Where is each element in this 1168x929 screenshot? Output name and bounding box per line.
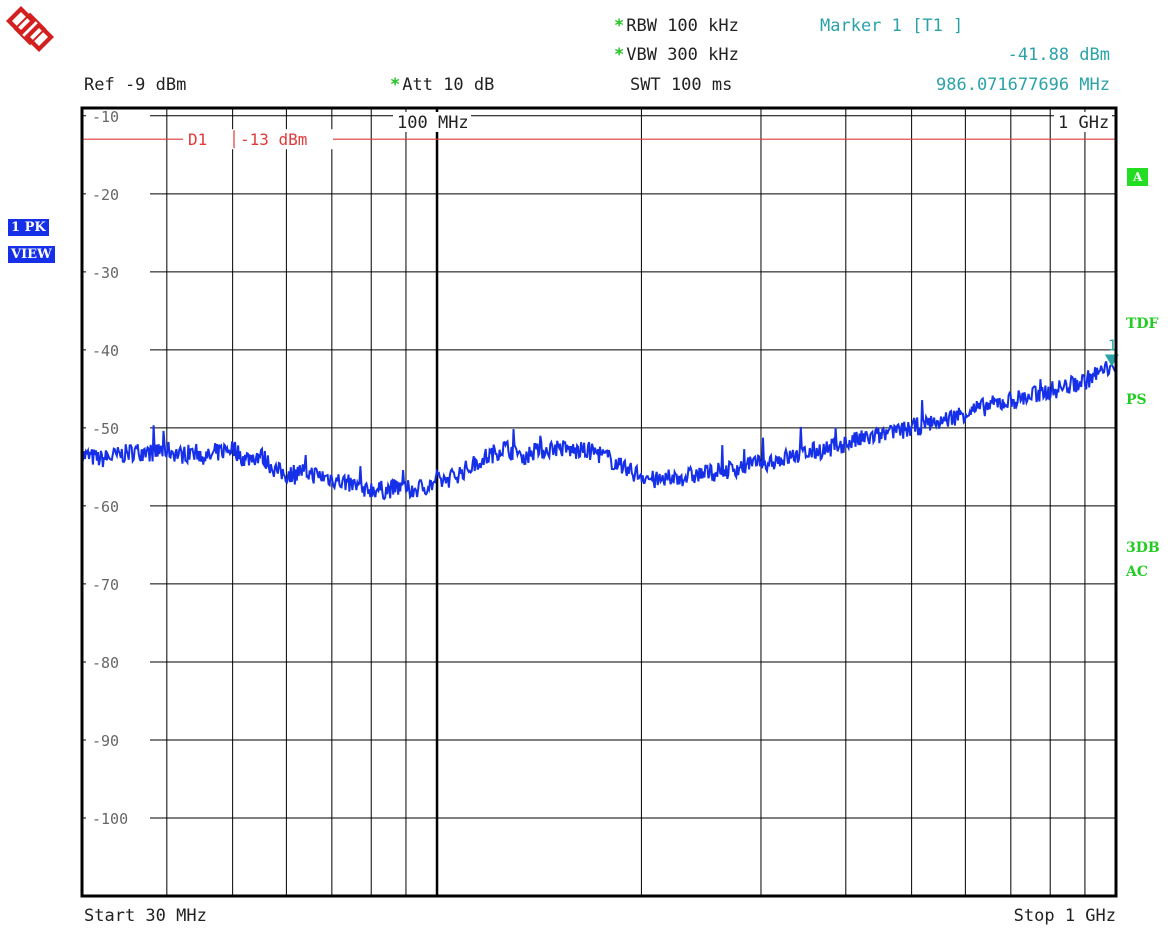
y-tick-label-bg [86, 263, 150, 280]
att-readout: * Att 10 dB [390, 75, 495, 95]
stop-frequency: Stop 1 GHz [1013, 906, 1116, 926]
y-tick-label-bg [86, 107, 150, 124]
y-tick-label-bg [86, 731, 150, 748]
ac-label: AC [1126, 564, 1149, 580]
y-tick-label: -100 [92, 810, 128, 828]
3db-label: 3DB [1126, 540, 1160, 556]
x-tick-label-bg [393, 112, 472, 132]
y-tick-label: -80 [92, 654, 119, 672]
y-tick-label-bg [86, 653, 150, 670]
limit-label-bg [183, 129, 333, 150]
limit-line-level: -13 dBm [240, 130, 307, 149]
ref-level-readout: Ref -9 dBm [84, 75, 187, 95]
y-tick-label: -20 [92, 186, 119, 204]
y-tick-label-bg [86, 341, 150, 358]
trace-mode-badge: 1 PK [8, 219, 49, 236]
plot-frame [80, 106, 1118, 898]
x-tick-label: 1 GHz [1058, 113, 1109, 133]
y-tick-label-bg [86, 185, 150, 202]
y-tick-label: -30 [92, 264, 119, 282]
y-tick-label: -10 [92, 108, 119, 126]
rbw-readout: * RBW 100 kHz [614, 16, 739, 36]
marker-1-label: 1 [1108, 337, 1117, 355]
y-tick-label-bg [86, 809, 150, 826]
marker-title: Marker 1 [T1 ] [820, 16, 964, 36]
y-tick-label: -70 [92, 576, 119, 594]
start-frequency: Start 30 MHz [84, 906, 207, 926]
y-tick-label: -90 [92, 732, 119, 750]
trace-a-badge: A [1127, 168, 1149, 186]
ps-label: PS [1126, 392, 1147, 408]
tdf-label: TDF [1126, 316, 1159, 332]
marker-level: -41.88 dBm [1007, 45, 1110, 65]
y-tick-label: -60 [92, 498, 119, 516]
trace-view-badge: VIEW [8, 246, 55, 263]
x-tick-label-bg [1054, 112, 1112, 132]
vbw-readout: * VBW 300 kHz [614, 45, 739, 65]
rohde-schwarz-logo [4, 4, 62, 56]
y-tick-label-bg [86, 497, 150, 514]
y-tick-label: -50 [92, 420, 119, 438]
y-tick-label: -40 [92, 342, 119, 360]
x-tick-label: 100 MHz [397, 113, 469, 133]
y-tick-label-bg [86, 575, 150, 592]
marker-frequency: 986.071677696 MHz [936, 75, 1110, 95]
limit-line-name: D1 [188, 130, 207, 149]
y-tick-label-bg [86, 419, 150, 436]
swt-readout: SWT 100 ms [630, 75, 733, 95]
trace-line [81, 361, 1117, 501]
